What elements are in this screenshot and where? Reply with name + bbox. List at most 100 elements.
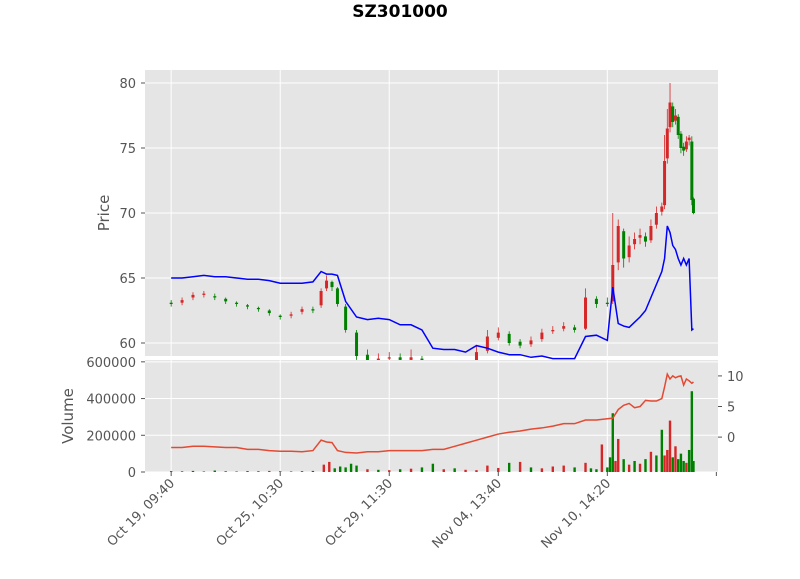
candle-body xyxy=(376,358,380,362)
candle-body xyxy=(245,305,249,307)
volume-bar xyxy=(551,466,555,472)
candle-body xyxy=(691,198,695,213)
candle-body xyxy=(611,265,615,302)
volume-bar xyxy=(622,459,625,472)
volume-bar xyxy=(338,466,342,472)
volume-bar xyxy=(464,469,467,472)
volume-bar xyxy=(224,471,227,472)
candle-body xyxy=(684,141,688,150)
volume-bar xyxy=(573,467,576,472)
price-y-tick-label: 60 xyxy=(119,337,136,352)
price-y-tick-label: 80 xyxy=(119,77,136,92)
price-y-tick-label: 70 xyxy=(119,207,136,222)
candle-body xyxy=(594,298,598,304)
candle-body xyxy=(409,357,413,360)
candle-body xyxy=(202,293,206,295)
candle-body xyxy=(235,302,239,304)
volume-bar xyxy=(671,457,674,472)
volume-bar xyxy=(507,462,511,472)
volume-bar xyxy=(322,464,326,472)
volume-bar xyxy=(687,449,691,472)
candle-body xyxy=(330,281,334,288)
volume-y-label: Volume xyxy=(59,388,77,444)
candle-body xyxy=(169,302,173,304)
candle-body xyxy=(663,161,667,206)
candle-body xyxy=(474,352,478,364)
volume-bar xyxy=(486,465,489,472)
candle-body xyxy=(300,309,304,312)
x-tick-label: Nov 10, 14:20 xyxy=(539,476,615,552)
price-average-line xyxy=(171,225,694,360)
volume-plot-area xyxy=(145,360,718,472)
volume-bar xyxy=(611,413,614,472)
candle-body xyxy=(325,280,329,289)
volume-bar xyxy=(663,455,666,472)
candle-body xyxy=(633,239,637,245)
volume-bar xyxy=(529,467,533,472)
volume-bar xyxy=(268,470,271,472)
candle-body xyxy=(673,115,677,121)
x-axis-ticks: Oct 19, 09:40 Oct 25, 10:30 Oct 29, 11:30 N… xyxy=(105,472,717,552)
chart-title: SZ301000 xyxy=(352,2,448,22)
volume-bar xyxy=(644,459,647,472)
volume-bar xyxy=(442,469,445,472)
volume-bar xyxy=(191,470,195,472)
volume-y-tick-label: 600000 xyxy=(86,356,136,371)
candle-body xyxy=(518,341,522,346)
candle-body xyxy=(668,102,672,128)
secondary-line-path xyxy=(171,371,694,454)
x-tick-label: Nov 04, 13:40 xyxy=(430,476,506,552)
volume-bar xyxy=(617,438,620,472)
volume-bar xyxy=(289,471,293,472)
volume-bar xyxy=(409,468,413,472)
candle-body xyxy=(398,357,402,360)
volume-grid xyxy=(145,360,718,473)
volume-bar xyxy=(584,462,587,472)
x-tick-label: Oct 29, 11:30 xyxy=(323,476,396,549)
candle-body xyxy=(643,236,647,242)
volume-bar xyxy=(666,449,669,472)
volume-bar xyxy=(600,444,604,472)
volume-bars xyxy=(169,391,695,472)
candle-body xyxy=(278,315,282,317)
volume-bar xyxy=(257,471,260,472)
volume-secondary-y-ticks: 0 5 10 xyxy=(718,370,744,446)
candle-body xyxy=(319,291,323,306)
candle-body xyxy=(690,141,694,200)
volume-bar xyxy=(627,464,631,472)
volume-bar xyxy=(606,467,609,472)
volume-bar xyxy=(540,468,544,472)
candle-body xyxy=(682,146,686,151)
volume-y-tick-label: 200000 xyxy=(86,429,136,444)
candle-body xyxy=(180,300,184,303)
candle-body xyxy=(616,226,620,263)
price-grid xyxy=(145,70,718,356)
candle-body xyxy=(213,296,217,298)
price-candles xyxy=(169,83,695,379)
price-y-label: Price xyxy=(95,195,113,232)
candle-body xyxy=(665,128,669,159)
volume-bar xyxy=(608,457,612,472)
volume-bar xyxy=(355,465,358,472)
volume-bar xyxy=(655,455,658,472)
candle-body xyxy=(224,298,228,302)
candle-body xyxy=(676,116,680,135)
volume-bar xyxy=(202,471,206,472)
candle-body xyxy=(496,332,500,338)
volume-secondary-line xyxy=(171,371,694,454)
candle-body xyxy=(551,330,555,332)
volume-bar xyxy=(497,467,500,472)
candle-body xyxy=(256,307,260,310)
volume-bar xyxy=(674,446,677,472)
volume-bar xyxy=(213,470,216,472)
volume-bar xyxy=(328,461,331,472)
volume-bar xyxy=(169,471,173,472)
volume-bar xyxy=(475,470,478,472)
candle-body xyxy=(584,297,588,329)
volume-bar xyxy=(685,462,688,472)
candle-body xyxy=(289,314,293,316)
volume-bar xyxy=(279,471,282,472)
volume-bar xyxy=(431,463,435,472)
volume-bar xyxy=(366,469,369,472)
volume-bar xyxy=(649,451,653,472)
